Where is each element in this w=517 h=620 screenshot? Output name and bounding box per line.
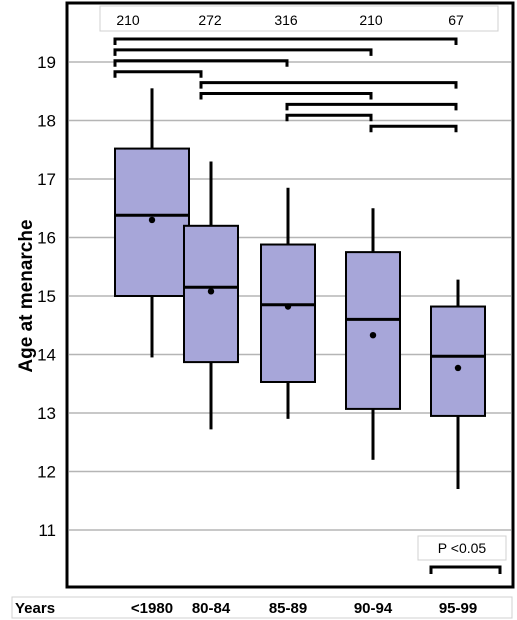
- bracket-1-4: [199, 81, 458, 89]
- bracket-0-4: [113, 37, 458, 45]
- bracket-3-4: [369, 124, 458, 133]
- mean-point: [148, 216, 156, 224]
- bracket-0-2: [113, 59, 289, 67]
- y-axis-label: Age at menarche: [16, 219, 37, 372]
- y-tick-label-18: 18: [37, 112, 56, 131]
- box-<1980: [114, 88, 190, 358]
- mean-point: [284, 303, 292, 310]
- x-category-label-1: 80-84: [192, 600, 231, 617]
- y-tick-label-19: 19: [37, 53, 56, 72]
- sample-size-4: 67: [448, 12, 464, 28]
- iqr-box: [183, 224, 239, 364]
- mean-point: [454, 364, 462, 372]
- mean-point: [207, 288, 215, 295]
- sample-size-row-frame: [99, 5, 499, 32]
- legend-bracket: [429, 565, 502, 574]
- y-tick-label-13: 13: [37, 404, 56, 423]
- boxes: [114, 88, 486, 490]
- legend-text: P <0.05: [438, 540, 487, 556]
- legend-box: [417, 535, 507, 561]
- x-axis-label: Years: [15, 600, 55, 617]
- sample-size-0: 210: [116, 12, 140, 28]
- y-tick-label-16: 16: [37, 229, 56, 248]
- box-90-94: [345, 208, 401, 460]
- y-tick-label-11: 11: [38, 521, 56, 540]
- y-tick-label-14: 14: [37, 346, 56, 365]
- significance-brackets: [113, 37, 458, 133]
- x-category-labels: <1980 80-84 85-89 90-94 95-99: [131, 600, 477, 617]
- mean-point: [369, 331, 377, 339]
- sample-size-3: 210: [359, 12, 383, 28]
- sample-size-1: 272: [198, 12, 222, 28]
- bracket-0-3: [113, 48, 373, 56]
- y-tick-label-17: 17: [37, 170, 56, 189]
- bracket-1-3: [199, 92, 373, 100]
- x-category-label-0: <1980: [131, 600, 173, 617]
- x-category-label-2: 85-89: [269, 600, 307, 617]
- iqr-box: [260, 243, 316, 383]
- sample-size-labels: 210 272 316 210 67: [116, 12, 464, 28]
- box-80-84: [183, 161, 239, 430]
- box-85-89: [260, 187, 316, 419]
- x-axis-row-frame: [11, 596, 513, 619]
- x-category-label-4: 95-99: [439, 600, 477, 617]
- y-tick-label-12: 12: [37, 463, 56, 482]
- bracket-0-1: [113, 70, 203, 78]
- plot-frame: [65, 1, 515, 589]
- box-95-99: [430, 279, 486, 490]
- bracket-2-3: [285, 113, 373, 122]
- x-category-label-3: 90-94: [354, 600, 393, 617]
- y-tick-label-15: 15: [37, 287, 56, 306]
- sample-size-2: 316: [274, 12, 298, 28]
- bracket-2-4: [285, 102, 458, 111]
- iqr-box: [345, 251, 401, 410]
- y-tick-labels: 11 12 13 14 15 16 17 18 19: [37, 53, 56, 540]
- iqr-box: [430, 305, 486, 417]
